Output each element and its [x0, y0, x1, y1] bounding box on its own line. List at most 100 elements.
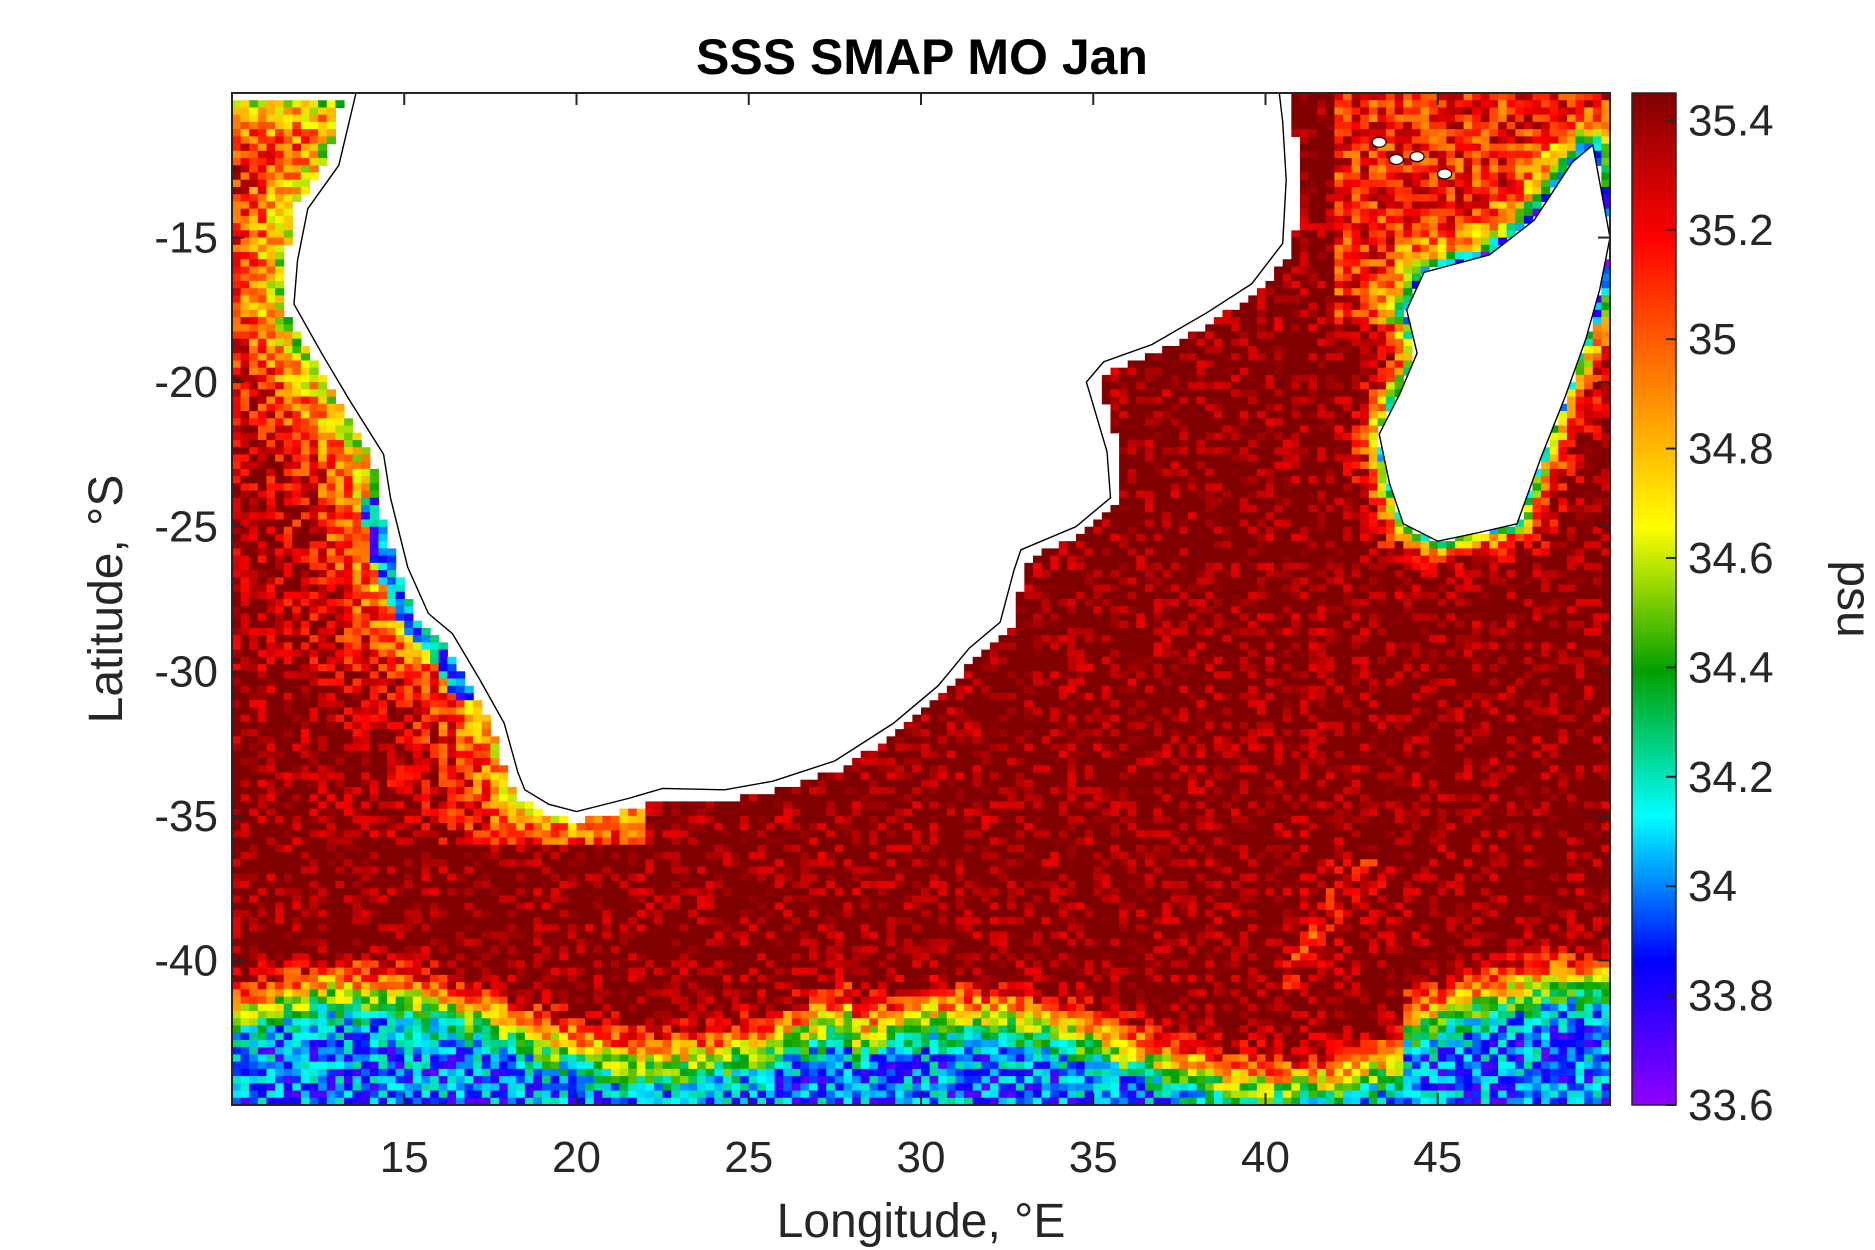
heatmap-cell — [309, 685, 319, 694]
heatmap-cell — [1584, 411, 1594, 419]
heatmap-cell — [1136, 664, 1146, 672]
heatmap-cell — [1351, 172, 1361, 181]
heatmap-cell — [1024, 562, 1034, 571]
heatmap-cell — [1334, 432, 1344, 441]
heatmap-cell — [1403, 584, 1413, 593]
heatmap-cell — [1420, 606, 1430, 615]
heatmap-cell — [1265, 338, 1275, 347]
heatmap-cell — [1532, 685, 1542, 694]
heatmap-cell — [300, 346, 311, 354]
heatmap-cell — [1239, 591, 1249, 600]
heatmap-cell — [1446, 244, 1456, 253]
heatmap-cell — [1360, 671, 1370, 680]
heatmap-cell — [1101, 700, 1112, 709]
heatmap-cell — [1334, 584, 1344, 593]
heatmap-cell — [1050, 562, 1060, 571]
heatmap-cell — [249, 309, 259, 318]
heatmap-cell — [1351, 671, 1361, 680]
heatmap-cell — [1101, 599, 1112, 607]
heatmap-cell — [1429, 244, 1439, 253]
heatmap-cell — [1317, 273, 1327, 282]
heatmap-cell — [1213, 685, 1224, 694]
heatmap-cell — [1205, 432, 1215, 441]
heatmap-cell — [1343, 150, 1353, 159]
heatmap-cell — [1076, 620, 1086, 629]
heatmap-cell — [1256, 331, 1267, 340]
heatmap-cell — [1334, 172, 1344, 181]
heatmap-cell — [1368, 150, 1379, 159]
heatmap-cell — [1256, 599, 1267, 607]
heatmap-cell — [283, 606, 293, 615]
heatmap-cell — [1067, 649, 1077, 658]
heatmap-cell — [1360, 533, 1370, 542]
heatmap-cell — [447, 685, 457, 694]
heatmap-cell — [1360, 649, 1370, 658]
heatmap-cell — [1170, 519, 1180, 528]
heatmap-cell — [1282, 418, 1292, 427]
heatmap-cell — [1308, 476, 1318, 484]
heatmap-cell — [232, 678, 242, 687]
heatmap-cell — [1170, 382, 1180, 390]
heatmap-cell — [1368, 613, 1379, 622]
heatmap-cell — [1308, 172, 1318, 181]
heatmap-cell — [1187, 548, 1198, 557]
heatmap-cell — [232, 519, 242, 528]
heatmap-cell — [1007, 685, 1017, 694]
heatmap-cell — [1592, 432, 1602, 441]
heatmap-cell — [1446, 230, 1456, 239]
heatmap-cell — [1566, 389, 1577, 398]
heatmap-cell — [1360, 678, 1370, 687]
heatmap-cell — [378, 671, 388, 680]
heatmap-cell — [1058, 627, 1069, 636]
heatmap-cell — [1274, 570, 1284, 578]
heatmap-cell — [1592, 505, 1602, 513]
heatmap-cell — [257, 389, 268, 398]
heatmap-cell — [1334, 678, 1344, 687]
heatmap-cell — [318, 577, 328, 586]
heatmap-cell — [232, 584, 242, 593]
heatmap-cell — [1360, 259, 1370, 268]
heatmap-cell — [1368, 577, 1379, 586]
heatmap-cell — [1291, 570, 1301, 578]
heatmap-cell — [395, 599, 405, 607]
heatmap-cell — [1351, 237, 1361, 246]
heatmap-cell — [326, 411, 336, 419]
heatmap-cell — [1334, 244, 1344, 253]
heatmap-cell — [1076, 656, 1086, 665]
heatmap-cell — [387, 635, 397, 643]
heatmap-cell — [1489, 208, 1499, 217]
heatmap-cell — [1231, 692, 1241, 701]
heatmap-cell — [1274, 396, 1284, 405]
heatmap-cell — [1386, 620, 1396, 629]
heatmap-cell — [1446, 577, 1456, 586]
heatmap-cell — [1299, 627, 1310, 636]
heatmap-cell — [1480, 533, 1491, 542]
heatmap-cell — [1420, 533, 1430, 542]
heatmap-cell — [1274, 512, 1284, 521]
heatmap-cell — [292, 505, 302, 513]
heatmap-cell — [1437, 613, 1447, 622]
heatmap-cell — [1377, 454, 1387, 463]
heatmap-cell — [1351, 129, 1361, 137]
heatmap-cell — [326, 533, 336, 542]
heatmap-cell — [1256, 295, 1267, 304]
heatmap-cell — [1446, 252, 1456, 260]
heatmap-cell — [1239, 599, 1249, 607]
heatmap-cell — [1411, 613, 1422, 622]
heatmap-cell — [1256, 656, 1267, 665]
heatmap-cell — [1325, 541, 1335, 549]
heatmap-cell — [1377, 526, 1387, 535]
heatmap-cell — [1498, 613, 1508, 622]
heatmap-cell — [283, 129, 293, 137]
heatmap-cell — [1222, 692, 1232, 701]
heatmap-cell — [1515, 627, 1525, 636]
heatmap-cell — [1411, 280, 1422, 289]
heatmap-cell — [1446, 685, 1456, 694]
heatmap-cell — [1127, 526, 1137, 535]
heatmap-cell — [378, 599, 388, 607]
heatmap-cell — [283, 692, 293, 701]
heatmap-cell — [1566, 382, 1577, 390]
heatmap-cell — [1317, 215, 1327, 224]
heatmap-cell — [1523, 656, 1534, 665]
heatmap-cell — [283, 439, 293, 448]
